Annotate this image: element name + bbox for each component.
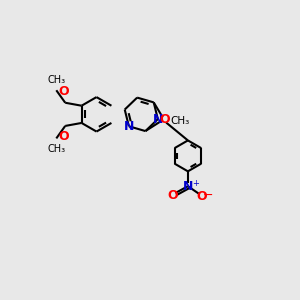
Text: O: O [197, 190, 208, 203]
Text: O: O [160, 113, 170, 126]
Text: CH₃: CH₃ [170, 116, 189, 126]
Text: CH₃: CH₃ [47, 144, 65, 154]
Text: N: N [153, 112, 163, 126]
Text: O: O [59, 85, 69, 98]
Text: +: + [192, 179, 199, 188]
Text: CH₃: CH₃ [47, 75, 65, 85]
Text: N: N [183, 180, 193, 193]
Text: N: N [124, 120, 134, 133]
Text: O: O [59, 130, 69, 143]
Text: −: − [202, 189, 213, 202]
Text: O: O [167, 189, 178, 202]
